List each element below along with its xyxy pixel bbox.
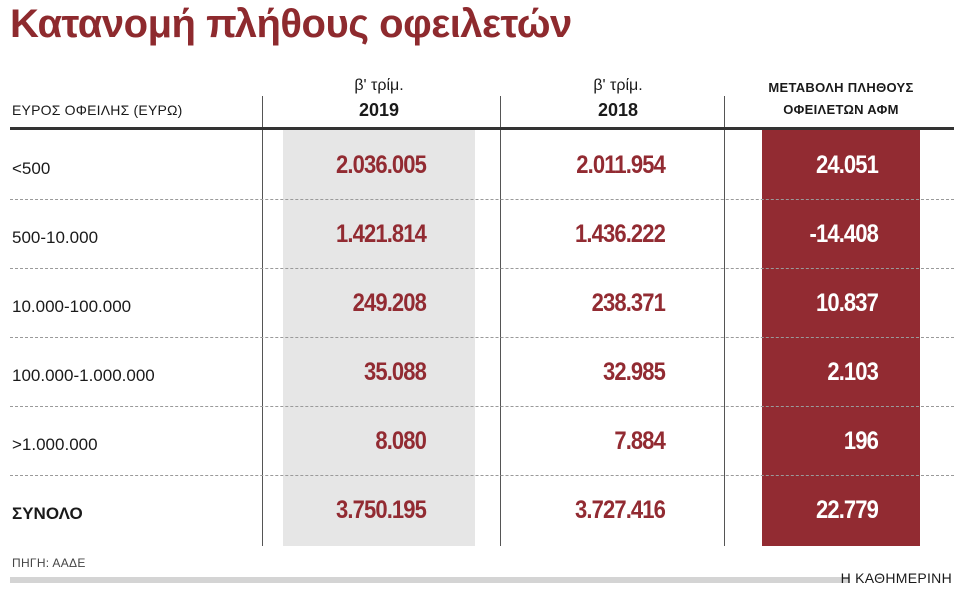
value-2019: 35.088 [363, 358, 427, 386]
row-divider [10, 475, 954, 476]
value-2018: 32.985 [602, 358, 666, 386]
value-2018: 2.011.954 [576, 151, 666, 179]
header-2018-quarter: β' τρίμ. [593, 77, 643, 94]
row-label: >1.000.000 [12, 435, 98, 454]
header-change-line2: ΟΦΕΙΛΕΤΩΝ ΑΦΜ [783, 102, 899, 117]
value-change: 196 [843, 427, 879, 455]
row-label: <500 [12, 159, 51, 178]
chart-title: Κατανομή πλήθους οφειλετών [10, 2, 572, 46]
value-2019: 3.750.195 [336, 496, 427, 524]
header-change-line1: ΜΕΤΑΒΟΛΗ ΠΛΗΘΟΥΣ [768, 80, 914, 95]
value-2019: 8.080 [375, 427, 427, 455]
row-label: 100.000-1.000.000 [12, 366, 155, 385]
header-change: ΜΕΤΑΒΟΛΗ ΠΛΗΘΟΥΣ ΟΦΕΙΛΕΤΩΝ ΑΦΜ [745, 77, 937, 121]
header-2019-year: 2019 [358, 100, 400, 120]
row-divider [10, 406, 954, 407]
row-divider [10, 199, 954, 200]
footer-bar [10, 577, 850, 583]
column-separator [724, 96, 725, 546]
header-2018-year: 2018 [597, 100, 639, 120]
row-divider [10, 337, 954, 338]
header-2019: β' τρίμ. 2019 [283, 74, 475, 122]
value-2019: 2.036.005 [336, 151, 427, 179]
value-2019: 1.421.814 [336, 220, 427, 248]
column-separator [262, 96, 263, 546]
value-2018: 1.436.222 [575, 220, 666, 248]
value-change: 22.779 [815, 496, 879, 524]
header-2019-quarter: β' τρίμ. [354, 77, 404, 94]
value-change: 24.051 [815, 151, 879, 179]
value-2019: 249.208 [352, 289, 427, 317]
value-2018: 3.727.416 [575, 496, 666, 524]
source-note: ΠΗΓΗ: ΑΑΔΕ [12, 556, 86, 570]
value-2018: 7.884 [614, 427, 666, 455]
header-rule [10, 127, 954, 130]
brand-logo: Η ΚΑΘΗΜΕΡΙΝΗ [840, 570, 952, 586]
row-divider [10, 268, 954, 269]
value-change: -14.408 [809, 220, 879, 248]
header-range: ΕΥΡΟΣ ΟΦΕΙΛΗΣ (ΕΥΡΩ) [12, 102, 183, 118]
row-label: 10.000-100.000 [12, 297, 132, 316]
header-2018: β' τρίμ. 2018 [522, 74, 714, 122]
column-separator [500, 96, 501, 546]
value-2018: 238.371 [591, 289, 666, 317]
row-label: 500-10.000 [12, 228, 99, 247]
column-change-shading [762, 130, 920, 546]
value-change: 10.837 [815, 289, 879, 317]
row-label: ΣΥΝΟΛΟ [12, 504, 83, 523]
column-2019-shading [283, 130, 475, 546]
value-change: 2.103 [827, 358, 879, 386]
